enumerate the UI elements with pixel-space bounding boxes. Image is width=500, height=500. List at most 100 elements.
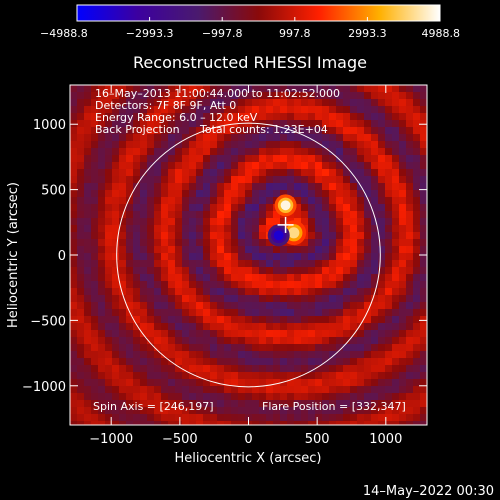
heatmap-cell [217,316,224,323]
heatmap-cell [231,288,238,295]
heatmap-cell [385,414,392,421]
heatmap-cell [329,337,336,344]
heatmap-cell [280,421,287,425]
heatmap-cell [371,218,378,225]
heatmap-cell [301,204,308,211]
heatmap-cell [210,169,217,176]
heatmap-cell [406,309,413,316]
heatmap-cell [196,295,203,302]
heatmap-cell [175,393,182,400]
heatmap-cell [189,239,196,246]
heatmap-cell [238,400,245,407]
heatmap-cell [420,400,427,407]
heatmap-cell [147,344,154,351]
heatmap-cell [182,120,189,127]
heatmap-cell [371,330,378,337]
heatmap-cell [119,99,126,106]
heatmap-cell [112,309,119,316]
heatmap-cell [266,127,273,134]
heatmap-cell [280,393,287,400]
heatmap-cell [231,190,238,197]
y-tick-label: −500 [30,314,66,329]
heatmap-cell [98,148,105,155]
heatmap-cell [280,218,287,225]
heatmap-cell [322,127,329,134]
heatmap-cell [245,176,252,183]
heatmap-cell [420,309,427,316]
heatmap-cell [245,92,252,99]
heatmap-cell [266,260,273,267]
heatmap-cell [238,190,245,197]
heatmap-cell [224,267,231,274]
heatmap-cell [350,400,357,407]
heatmap-cell [196,113,203,120]
heatmap-cell [77,239,84,246]
heatmap-cell [91,309,98,316]
heatmap-cell [77,400,84,407]
heatmap-cell [231,253,238,260]
heatmap-cell [385,372,392,379]
colorbar-tick-label: −2993.3 [126,27,174,40]
heatmap-cell [322,267,329,274]
heatmap-cell [280,253,287,260]
heatmap-cell [392,372,399,379]
heatmap-cell [378,414,385,421]
heatmap-cell [420,414,427,421]
heatmap-cell [364,421,371,425]
heatmap-cell [182,239,189,246]
heatmap-cell [70,85,77,92]
heatmap-cell [98,99,105,106]
heatmap-cell [210,176,217,183]
heatmap-cell [343,204,350,211]
heatmap-cell [308,141,315,148]
heatmap-cell [371,274,378,281]
heatmap-cell [301,281,308,288]
heatmap-cell [168,323,175,330]
heatmap-cell [231,337,238,344]
heatmap-cell [399,141,406,148]
heatmap-cell [224,351,231,358]
heatmap-cell [336,309,343,316]
heatmap-cell [182,337,189,344]
heatmap-cell [84,141,91,148]
heatmap-cell [84,323,91,330]
heatmap-cell [287,260,294,267]
heatmap-cell [287,155,294,162]
heatmap-cell [119,337,126,344]
heatmap-cell [385,148,392,155]
heatmap-cell [420,379,427,386]
heatmap-cell [133,127,140,134]
heatmap-cell [266,358,273,365]
heatmap-cell [336,295,343,302]
heatmap-cell [140,127,147,134]
heatmap-cell [210,400,217,407]
heatmap-cell [399,148,406,155]
heatmap-cell [161,141,168,148]
heatmap-cell [357,372,364,379]
heatmap-cell [371,127,378,134]
heatmap-cell [84,197,91,204]
heatmap-cell [308,414,315,421]
heatmap-cell [259,183,266,190]
heatmap-cell [329,372,336,379]
heatmap-cell [238,239,245,246]
heatmap-cell [294,302,301,309]
heatmap-cell [294,253,301,260]
heatmap-cell [231,365,238,372]
heatmap-cell [315,141,322,148]
heatmap-cell [196,253,203,260]
heatmap-cell [91,323,98,330]
heatmap-cell [266,197,273,204]
heatmap-cell [77,169,84,176]
heatmap-cell [399,85,406,92]
heatmap-cell [140,141,147,148]
heatmap-cell [420,344,427,351]
heatmap-cell [168,190,175,197]
heatmap-cell [77,106,84,113]
heatmap-cell [301,148,308,155]
heatmap-cell [238,106,245,113]
heatmap-cell [224,337,231,344]
heatmap-cell [371,309,378,316]
heatmap-cell [91,246,98,253]
heatmap-cell [217,260,224,267]
